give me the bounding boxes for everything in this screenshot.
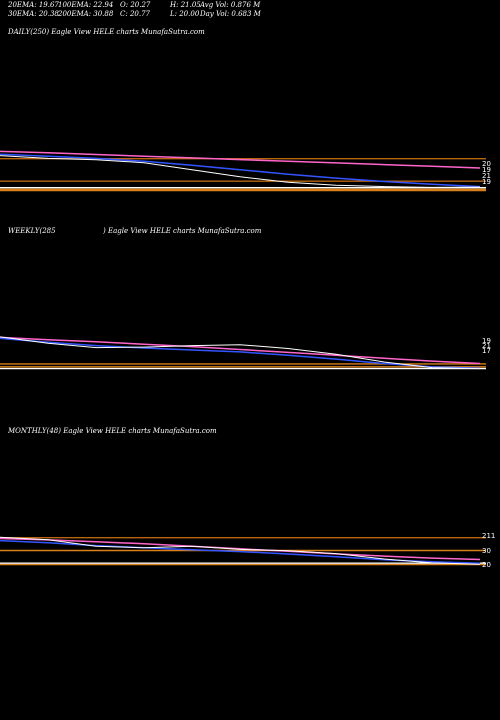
ema20-label: 20EMA: 19.67 <box>8 1 59 9</box>
monthly-series-line-0 <box>0 537 481 561</box>
ema200-label: 200EMA: 30.88 <box>58 10 114 18</box>
daily-tick-label-2: 21 <box>482 172 491 180</box>
weekly-panel-label-left: WEEKLY(285 <box>8 227 56 235</box>
daily-series-line-1 <box>0 153 481 188</box>
weekly-series-line-2 <box>0 336 481 370</box>
day-vol-label: Day Vol: 0.683 M <box>200 10 261 18</box>
daily-tick-label-1: 19 <box>482 166 491 174</box>
avg-vol-label: Avg Vol: 0.876 M <box>200 1 261 9</box>
monthly-panel-label: MONTHLY(48) Eagle View HELE charts Munaf… <box>8 427 217 435</box>
weekly-tick-label-2: 17 <box>482 347 491 355</box>
monthly-tick-label-2: 20 <box>482 561 491 569</box>
high-label: H: 21.05 <box>170 1 201 9</box>
weekly-tick-label-0: 19 <box>482 337 491 345</box>
low-label: L: 20.00 <box>170 10 200 18</box>
daily-series-line-2 <box>0 155 481 188</box>
open-label: O: 20.27 <box>120 1 151 9</box>
daily-series-line-0 <box>0 150 481 169</box>
daily-tick-label-0: 20 <box>482 160 491 168</box>
close-label: C: 20.77 <box>120 10 150 18</box>
weekly-tick-label-1: 21 <box>482 342 491 350</box>
ema100-label: 100EMA: 22.94 <box>58 1 114 9</box>
monthly-tick-label-0: 211 <box>482 532 495 540</box>
weekly-panel-label-right: ) Eagle View HELE charts MunafaSutra.com <box>103 227 262 235</box>
monthly-chart: 211 30 20 <box>0 532 495 569</box>
daily-tick-label-3: 19 <box>482 178 491 186</box>
weekly-series-line-0 <box>0 336 481 365</box>
ema30-label: 30EMA: 20.38 <box>8 10 59 18</box>
monthly-series-line-2 <box>0 536 481 565</box>
daily-panel-label: DAILY(250) Eagle View HELE charts Munafa… <box>8 28 205 36</box>
monthly-tick-label-1: 30 <box>482 547 491 555</box>
weekly-series-line-1 <box>0 337 481 370</box>
monthly-series-line-1 <box>0 539 481 564</box>
